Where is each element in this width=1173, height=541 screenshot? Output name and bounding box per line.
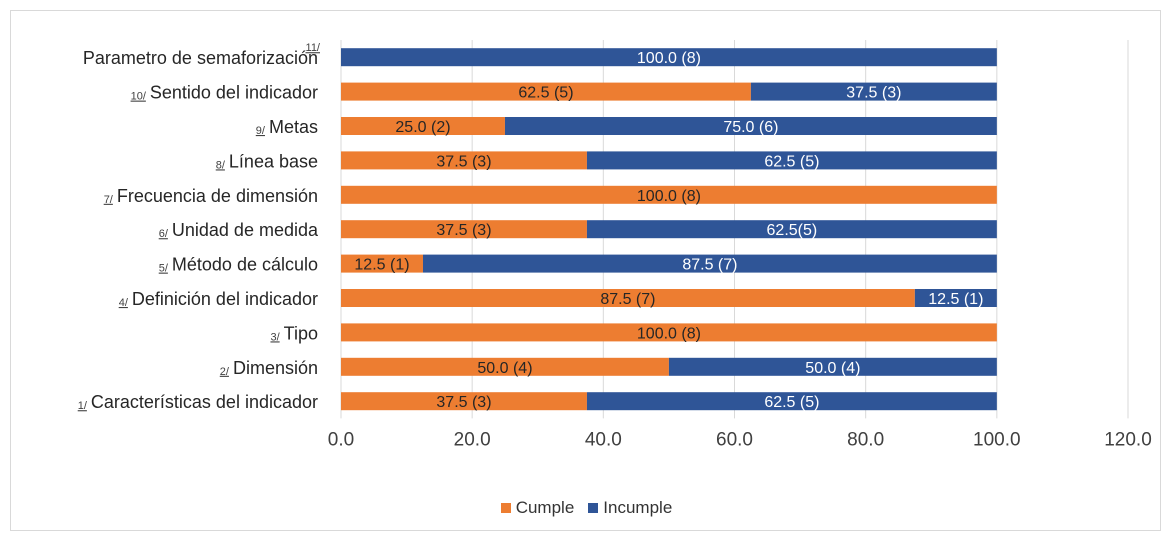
- bar-incumple: [422, 254, 997, 273]
- data-label-incumple: 100.0 (8): [637, 50, 701, 67]
- x-tick-label: 80.0: [847, 429, 884, 450]
- category-label: Unidad de medida: [172, 220, 319, 240]
- category-note: 10/: [131, 91, 147, 103]
- data-label-incumple: 62.5 (5): [764, 394, 819, 411]
- bar-cumple: [341, 220, 587, 239]
- data-label-cumple: 100.0 (8): [637, 325, 701, 342]
- category-label: Metas: [269, 117, 318, 137]
- category-label: Parametro de semaforización: [83, 48, 318, 68]
- legend: Cumple Incumple: [0, 498, 1173, 518]
- bar-incumple: [586, 151, 997, 170]
- x-tick-label: 60.0: [716, 429, 753, 450]
- data-label-cumple: 37.5 (3): [436, 222, 491, 239]
- x-tick-label: 120.0: [1104, 429, 1152, 450]
- legend-label-incumple: Incumple: [603, 498, 673, 517]
- category-note: 2/: [220, 366, 230, 378]
- bar-cumple: [341, 82, 751, 101]
- bar-incumple: [914, 289, 997, 307]
- bar-cumple: [341, 392, 587, 411]
- bar-cumple: [341, 117, 505, 135]
- category-note: 8/: [216, 159, 226, 171]
- x-tick-label: 20.0: [454, 429, 491, 450]
- data-label-cumple: 12.5 (1): [354, 257, 409, 274]
- data-label-cumple: 37.5 (3): [436, 153, 491, 170]
- bar-cumple: [341, 151, 587, 170]
- category-note: 1/: [78, 400, 88, 412]
- gridlines: [340, 40, 1129, 419]
- category-label: Dimensión: [233, 358, 318, 378]
- category-note: 7/: [104, 194, 114, 206]
- x-tick-labels: 0.0 20.0 40.0 60.0 80.0 100.0 120.0: [328, 429, 1152, 450]
- data-label-cumple: 25.0 (2): [395, 119, 450, 136]
- category-label: Sentido del indicador: [150, 83, 318, 103]
- category-note: 9/: [256, 125, 266, 137]
- data-label-cumple: 87.5 (7): [600, 291, 655, 308]
- legend-item-cumple: Cumple: [500, 498, 575, 518]
- bar-cumple: [341, 323, 997, 342]
- bar-cumple: [341, 254, 423, 273]
- data-label-incumple: 62.5(5): [767, 222, 818, 239]
- legend-item-incumple: Incumple: [588, 498, 672, 518]
- legend-swatch-cumple: [500, 503, 511, 513]
- x-tick-label: 0.0: [328, 429, 354, 450]
- data-label-incumple: 87.5 (7): [682, 257, 737, 274]
- bar-incumple: [586, 392, 997, 411]
- legend-label-cumple: Cumple: [515, 498, 575, 517]
- category-label: Tipo: [284, 323, 318, 343]
- category-label: Método de cálculo: [172, 255, 318, 275]
- x-tick-label: 40.0: [585, 429, 622, 450]
- bar-incumple: [750, 82, 997, 101]
- data-label-cumple: 62.5 (5): [518, 85, 573, 102]
- category-note: 11/: [306, 42, 321, 54]
- data-label-cumple: 37.5 (3): [436, 394, 491, 411]
- x-tick-label: 100.0: [973, 429, 1021, 450]
- bar-cumple: [341, 289, 915, 307]
- bar-cumple: [341, 185, 997, 204]
- category-label: Línea base: [229, 151, 318, 171]
- category-note: 4/: [119, 297, 129, 309]
- data-label-incumple: 75.0 (6): [723, 119, 778, 136]
- bar-incumple: [668, 357, 997, 376]
- category-note: 3/: [270, 331, 280, 343]
- bar-incumple: [341, 48, 997, 67]
- data-label-incumple: 50.0 (4): [805, 360, 860, 377]
- legend-swatch-incumple: [588, 503, 599, 513]
- data-label-incumple: 37.5 (3): [846, 85, 901, 102]
- bar-cumple: [341, 357, 669, 376]
- data-label-incumple: 62.5 (5): [764, 153, 819, 170]
- data-label-cumple: 50.0 (4): [477, 360, 532, 377]
- chart-frame: [10, 10, 1161, 531]
- bars: [341, 48, 997, 411]
- category-label: Características del indicador: [91, 392, 318, 412]
- data-label-incumple: 0: [1000, 325, 1009, 342]
- data-label-incumple: 12.5 (1): [928, 291, 983, 308]
- category-label: Frecuencia de dimensión: [117, 186, 318, 206]
- category-label: Definición del indicador: [132, 289, 318, 309]
- bar-incumple: [504, 117, 997, 135]
- data-labels: 100.0 (8) 62.5 (5) 37.5 (3) 25.0 (2) 75.0 (6…: [354, 50, 1008, 411]
- bar-incumple: [586, 220, 997, 239]
- data-label-cumple: 100.0 (8): [637, 188, 701, 205]
- category-note: 6/: [159, 228, 169, 240]
- category-note: 5/: [159, 263, 169, 275]
